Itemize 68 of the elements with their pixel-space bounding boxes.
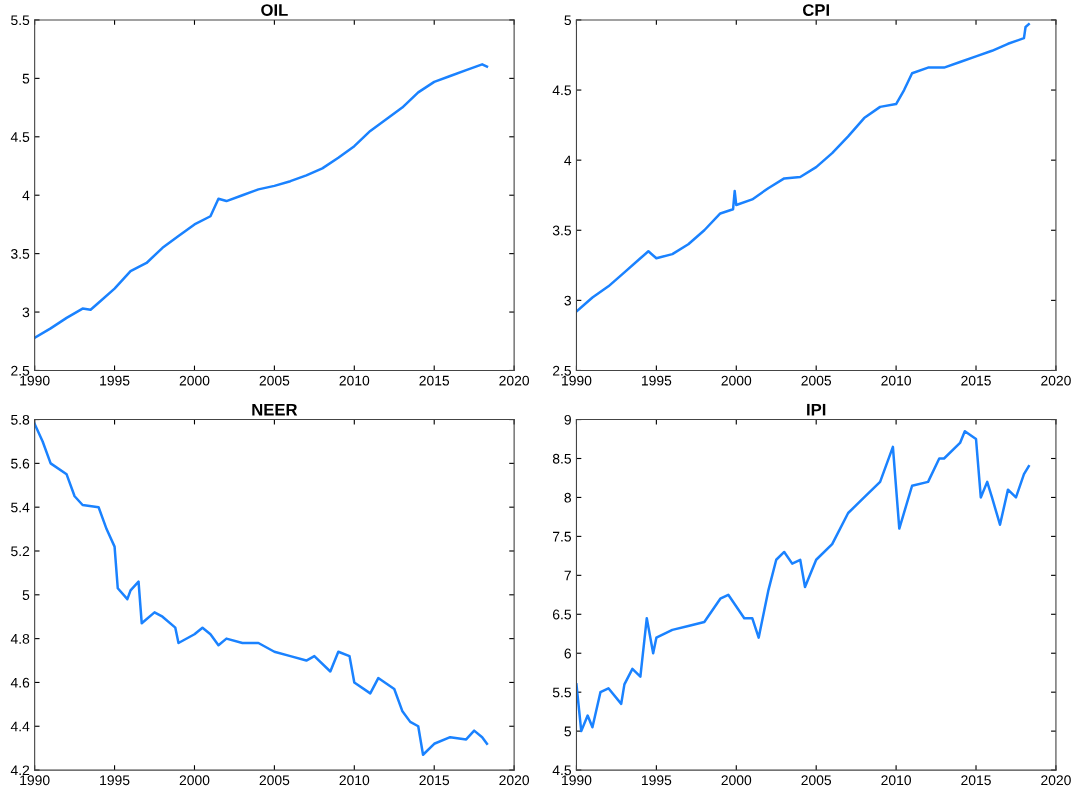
y-tick-label: 5.4	[11, 502, 30, 513]
y-tick-label: 5.2	[11, 546, 30, 557]
y-tick-label: 4.4	[10, 721, 30, 732]
y-tick-label: 2.5	[552, 365, 572, 376]
x-tick-label: 1995	[100, 375, 130, 386]
y-tick-label: 4.5	[10, 132, 30, 142]
y-tick-label: 5.5	[552, 687, 572, 698]
x-tick-label: 1995	[641, 775, 672, 786]
y-tick-label: 3.5	[552, 225, 572, 236]
y-tick-label: 4.2	[10, 765, 30, 776]
chart-title: IPI	[807, 403, 826, 416]
x-tick-label: 1990	[562, 775, 592, 786]
y-tick-label: 8	[564, 492, 571, 503]
x-tick-label: 2000	[179, 375, 210, 386]
x-tick-label: 2015	[419, 375, 450, 386]
y-tick-label: 4	[22, 190, 30, 201]
x-tick-label: 2000	[721, 775, 752, 786]
y-tick-label: 5.6	[11, 458, 30, 469]
y-tick-label: 5	[564, 15, 572, 26]
y-tick-label: 6	[564, 648, 571, 659]
y-tick-label: 3	[22, 307, 30, 318]
x-tick-label: 2020	[499, 375, 530, 386]
x-tick-label: 1990	[562, 375, 592, 386]
x-tick-label: 2010	[339, 375, 370, 386]
x-tick-label: 2020	[499, 775, 530, 786]
x-tick-label: 2015	[961, 375, 991, 386]
y-tick-label: 8.5	[552, 453, 572, 464]
y-tick-label: 4.6	[10, 677, 30, 688]
chart-title: CPI	[802, 4, 829, 16]
line-series	[34, 422, 489, 756]
x-tick-label: 2005	[801, 375, 832, 386]
x-tick-label: 2015	[419, 775, 450, 786]
y-tick-label: 5	[22, 590, 30, 600]
x-tick-label: 2010	[339, 775, 370, 786]
y-tick-label: 5.5	[11, 15, 30, 26]
y-tick-label: 4.5	[552, 765, 572, 776]
x-tick-label: 2005	[259, 775, 290, 786]
y-tick-label: 5	[22, 73, 30, 84]
y-tick-label: 7.5	[553, 531, 572, 542]
x-tick-label: 2010	[881, 375, 912, 386]
y-tick-label: 5	[564, 726, 572, 737]
y-tick-label: 4	[564, 155, 572, 166]
x-tick-label: 2010	[881, 775, 912, 786]
y-tick-label: 3.5	[11, 248, 30, 259]
y-tick-label: 7	[564, 570, 571, 581]
y-tick-label: 4.5	[552, 85, 572, 96]
y-tick-label: 4.8	[10, 633, 30, 644]
y-tick-label: 9	[564, 414, 571, 425]
x-tick-label: 2020	[1041, 375, 1071, 386]
x-tick-label: 2000	[179, 775, 210, 786]
y-tick-label: 3	[564, 295, 571, 306]
line-series	[576, 429, 1031, 733]
x-tick-label: 1995	[100, 775, 130, 786]
x-tick-label: 2000	[721, 375, 752, 386]
line-series	[34, 63, 489, 340]
line-series	[576, 22, 1031, 313]
x-tick-label: 1990	[20, 775, 50, 786]
x-tick-label: 2005	[801, 775, 832, 786]
x-tick-label: 1995	[641, 375, 672, 386]
chart-title: OIL	[261, 4, 288, 16]
x-tick-label: 1990	[20, 375, 50, 386]
y-tick-label: 2.5	[11, 365, 30, 376]
x-tick-label: 2020	[1041, 775, 1071, 786]
y-tick-label: 5.8	[11, 414, 30, 425]
y-tick-label: 6.5	[552, 609, 572, 620]
chart-title: NEER	[252, 403, 298, 416]
x-tick-label: 2015	[961, 775, 991, 786]
x-tick-label: 2005	[259, 375, 290, 386]
